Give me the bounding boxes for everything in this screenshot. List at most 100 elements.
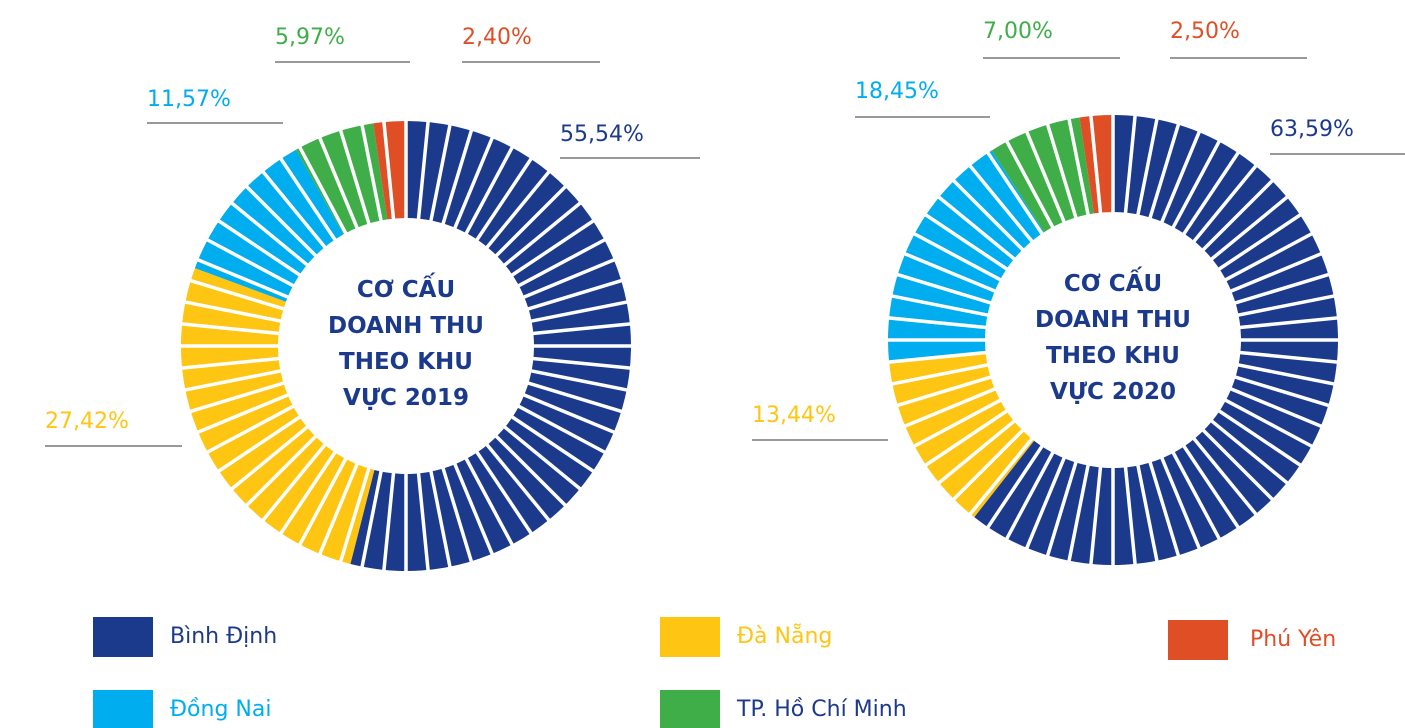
segment-gap	[886, 350, 988, 364]
segment-gap	[1170, 450, 1222, 542]
segment-gap	[244, 433, 319, 508]
segment-gap	[474, 156, 534, 243]
segment-gap	[531, 356, 633, 370]
segment-gap	[1238, 316, 1340, 330]
segment-gap	[911, 397, 1003, 449]
segment-gap	[516, 237, 608, 289]
segment-gap	[531, 322, 633, 336]
segment-gap	[278, 449, 338, 536]
segment-gap	[188, 380, 286, 414]
segment-gap	[529, 368, 629, 393]
value-label: 5,97%	[275, 25, 345, 50]
segment-gap	[509, 414, 596, 474]
segment-gap	[493, 184, 568, 259]
segment-gap	[886, 316, 988, 330]
segment-gap	[516, 403, 608, 455]
segment-gap	[1135, 117, 1160, 217]
segment-gap	[260, 442, 328, 523]
segment-gap	[179, 322, 281, 336]
segment-gap	[529, 299, 629, 324]
segment-gap	[338, 128, 372, 226]
segment-gap	[188, 278, 286, 312]
value-label: 11,57%	[147, 87, 231, 112]
segment-gap	[1159, 455, 1202, 551]
segment-gap	[1066, 117, 1091, 217]
segment-gap	[923, 212, 1010, 272]
value-label: 2,40%	[462, 25, 532, 50]
segment-gap	[195, 392, 291, 435]
segment-gap	[183, 299, 283, 324]
segment-gap	[204, 403, 296, 455]
segment-gap	[216, 414, 303, 474]
segment-gap	[297, 144, 349, 236]
segment-gap	[359, 123, 384, 223]
donut-slice	[889, 353, 1035, 518]
segment-gap	[484, 442, 552, 523]
segment-gap	[463, 456, 515, 548]
segment-gap	[278, 156, 338, 243]
segment-gap	[452, 135, 495, 231]
segment-gap	[1200, 427, 1275, 502]
segment-gap	[985, 150, 1045, 237]
segment-gap	[474, 449, 534, 536]
segment-gap	[951, 427, 1026, 502]
legend-label: TP. Hồ Chí Minh	[736, 697, 907, 722]
segment-gap	[967, 163, 1035, 244]
segment-gap	[1236, 362, 1336, 387]
segment-gap	[183, 368, 283, 393]
segment-gap	[1135, 463, 1160, 563]
segment-gap	[923, 408, 1010, 468]
segment-gap	[1209, 194, 1290, 262]
segment-gap	[895, 374, 993, 408]
segment-gap	[902, 251, 998, 294]
segment-gap	[244, 184, 319, 259]
segment-gap	[1216, 212, 1303, 272]
segment-gap	[1147, 460, 1181, 558]
segment-gap	[338, 466, 372, 564]
segment-gap	[902, 386, 998, 429]
segment-gap	[1236, 293, 1336, 318]
value-label: 7,00%	[983, 19, 1053, 44]
segment-gap	[1209, 418, 1290, 486]
segment-gap	[1233, 374, 1331, 408]
segment-gap	[1004, 138, 1056, 230]
segment-gap	[1233, 272, 1331, 306]
segment-gap	[890, 293, 990, 318]
legend-label: Bình Định	[170, 624, 277, 649]
segment-gap	[526, 380, 624, 414]
segment-gap	[1228, 386, 1324, 429]
segment-gap	[936, 194, 1017, 262]
segment-gap	[1223, 231, 1315, 283]
segment-gap	[317, 461, 360, 557]
legend-swatch	[660, 617, 720, 657]
segment-gap	[1216, 408, 1303, 468]
value-label: 18,45%	[855, 79, 939, 104]
segment-gap	[911, 231, 1003, 283]
segment-gap	[416, 119, 430, 221]
legend-label: Đà Nẵng	[737, 623, 832, 649]
segment-gap	[297, 456, 349, 548]
legend-swatch	[1168, 620, 1228, 660]
segment-gap	[509, 218, 596, 278]
segment-gap	[204, 237, 296, 289]
segment-gap	[382, 471, 396, 573]
segment-gap	[1223, 397, 1315, 449]
segment-gap	[895, 272, 993, 306]
segment-gap	[502, 424, 583, 492]
segment-gap	[1170, 138, 1222, 230]
segment-gap	[1238, 350, 1340, 364]
segment-gap	[1181, 150, 1241, 237]
segment-gap	[493, 433, 568, 508]
donut-slice	[974, 115, 1338, 565]
segment-gap	[484, 169, 552, 250]
segment-gap	[890, 362, 990, 387]
segment-gap	[521, 392, 617, 435]
segment-gap	[1024, 129, 1067, 225]
center-title: CƠ CẤU DOANH THU THEO KHU VỰC 2019	[328, 277, 484, 411]
segment-gap	[229, 424, 310, 492]
segment-gap	[1191, 163, 1259, 244]
segment-gap	[440, 466, 474, 564]
segment-gap	[526, 278, 624, 312]
